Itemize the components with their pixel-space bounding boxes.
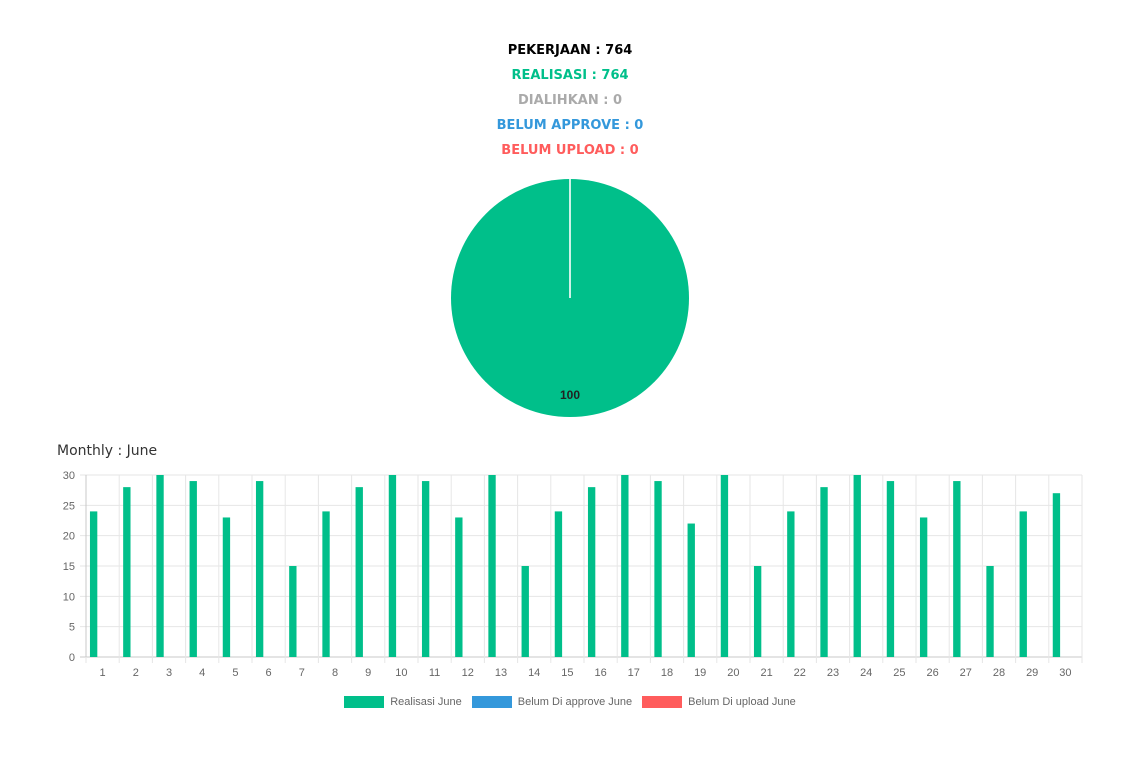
bar-realisasi-june-7 [289,566,297,657]
bar-realisasi-june-4 [189,481,197,657]
x-tick-label: 29 [1026,667,1038,679]
y-tick-label: 5 [69,622,75,634]
bar-realisasi-june-8 [322,511,330,657]
x-tick-label: 30 [1059,667,1071,679]
x-tick-label: 6 [266,667,272,679]
x-tick-label: 20 [727,667,739,679]
bar-realisasi-june-19 [687,523,695,657]
x-tick-label: 2 [133,667,139,679]
y-tick-label: 15 [63,561,75,573]
x-tick-label: 16 [594,667,606,679]
bar-realisasi-june-27 [953,481,961,657]
x-tick-label: 4 [199,667,205,679]
legend-item-belum-upload[interactable]: Belum Di upload June [642,696,796,708]
x-tick-label: 9 [365,667,371,679]
bar-realisasi-june-9 [355,487,363,657]
x-tick-label: 19 [694,667,706,679]
pie-data-label: 100 [560,388,580,402]
bar-realisasi-june-23 [820,487,828,657]
bar-realisasi-june-3 [156,475,164,657]
chart-legend: Realisasi June Belum Di approve June Bel… [0,696,1140,708]
legend-label-belum-approve: Belum Di approve June [517,696,633,708]
legend-label-realisasi: Realisasi June [390,696,462,708]
legend-item-realisasi[interactable]: Realisasi June [344,696,462,708]
bar-realisasi-june-22 [787,511,795,657]
bar-realisasi-june-5 [222,517,231,657]
x-tick-label: 15 [561,667,573,679]
x-tick-label: 14 [528,667,540,679]
legend-item-belum-approve[interactable]: Belum Di approve June [471,696,633,708]
x-tick-label: 11 [429,667,440,679]
bar-realisasi-june-17 [621,475,629,657]
x-tick-label: 23 [827,667,839,679]
x-tick-label: 24 [860,667,872,679]
bar-realisasi-june-24 [853,475,861,657]
x-tick-label: 18 [661,667,673,679]
x-tick-label: 21 [760,667,772,679]
bar-realisasi-june-12 [455,517,463,657]
monthly-chart-title: Monthly : June [57,443,158,459]
x-tick-label: 1 [100,667,106,679]
dialihkan-total: DIALIHKAN : 0 [518,93,622,108]
legend-swatch-belum-upload [642,696,683,708]
y-tick-label: 20 [63,531,75,543]
realisasi-total: REALISASI : 764 [511,68,629,83]
bar-realisasi-june-6 [255,481,264,657]
bar-realisasi-june-18 [654,481,662,657]
legend-label-belum-upload: Belum Di upload June [688,696,796,708]
x-tick-label: 27 [960,667,972,679]
x-tick-label: 26 [926,667,938,679]
x-tick-label: 28 [993,667,1005,679]
belum-approve-total: BELUM APPROVE : 0 [496,118,644,133]
bar-realisasi-june-30 [1052,493,1061,657]
x-tick-label: 8 [332,667,338,679]
bar-realisasi-june-28 [986,566,994,657]
bar-realisasi-june-13 [488,475,496,657]
x-tick-label: 3 [166,667,172,679]
y-tick-label: 0 [69,652,75,664]
x-tick-label: 22 [794,667,806,679]
belum-upload-total: BELUM UPLOAD : 0 [501,143,639,158]
bar-realisasi-june-21 [753,566,762,657]
bar-realisasi-june-25 [886,481,895,657]
legend-swatch-realisasi [344,696,385,708]
x-tick-label: 7 [299,667,305,679]
x-tick-label: 17 [628,667,640,679]
x-tick-label: 10 [395,667,407,679]
x-tick-label: 13 [495,667,507,679]
y-tick-label: 30 [63,470,75,482]
bar-realisasi-june-1 [89,511,98,657]
bar-realisasi-june-16 [587,487,596,657]
bar-realisasi-june-10 [388,475,397,657]
legend-swatch-belum-approve [471,696,512,708]
pie-chart[interactable]: 100 [440,170,700,430]
x-tick-label: 25 [893,667,905,679]
x-tick-label: 12 [462,667,474,679]
pekerjaan-total: PEKERJAAN : 764 [507,43,633,58]
y-tick-label: 10 [63,591,75,603]
x-tick-label: 5 [232,667,238,679]
bar-realisasi-june-26 [919,517,928,657]
y-tick-label: 25 [63,500,75,512]
bar-realisasi-june-29 [1019,511,1027,657]
bar-realisasi-june-11 [421,481,430,657]
bar-realisasi-june-20 [720,475,729,657]
bar-realisasi-june-14 [521,566,529,657]
bar-realisasi-june-15 [554,511,563,657]
bar-realisasi-june-2 [123,487,131,657]
